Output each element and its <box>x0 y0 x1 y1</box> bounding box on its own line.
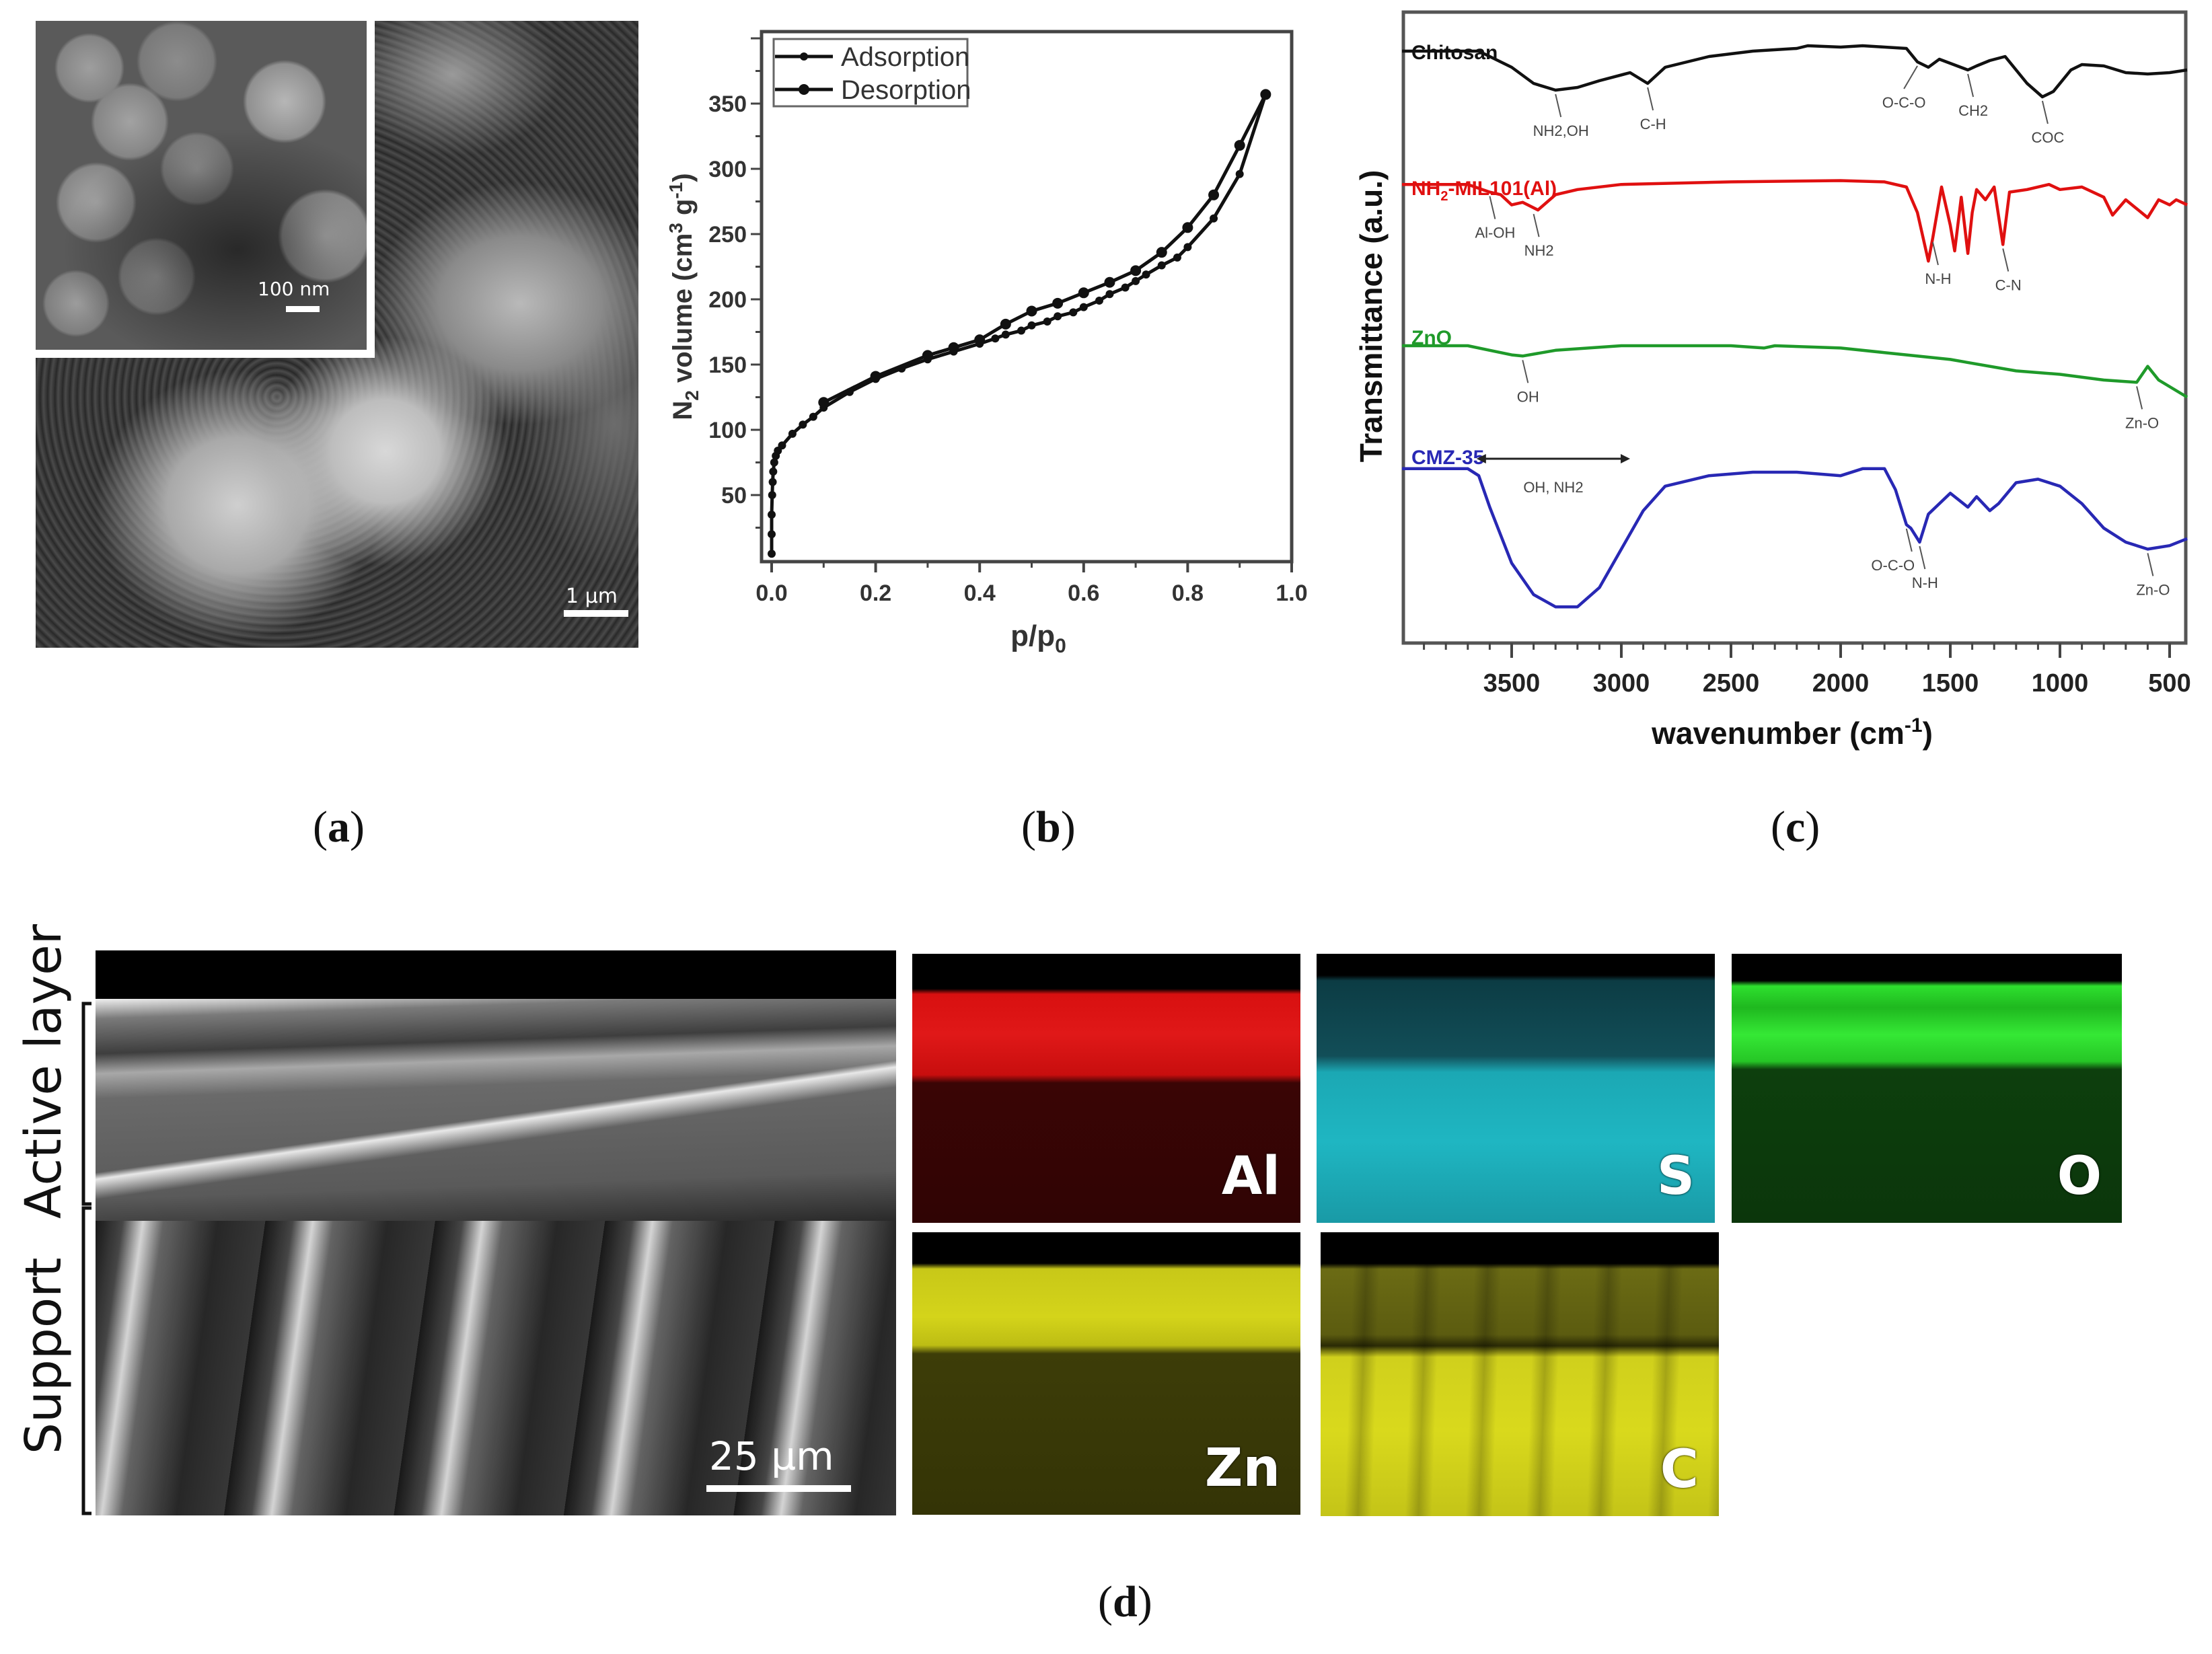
caption-c: (c) <box>1771 802 1820 852</box>
x-tick-label: 1.0 <box>1276 580 1307 606</box>
peak-annotation: Zn-O <box>2136 581 2170 598</box>
peak-annotation: CH2 <box>1958 102 1988 119</box>
edx-map-zn: Zn <box>912 1232 1300 1515</box>
peak-annotation: C-H <box>1640 116 1666 133</box>
y-tick-label: 50 <box>721 483 747 509</box>
main-scale-bar <box>564 610 628 617</box>
peak-annotation: O-C-O <box>1882 94 1926 111</box>
edx-map-s: S <box>1317 954 1715 1223</box>
series-label: NH2-MIL101(Al) <box>1411 178 1557 204</box>
peak-annotation: OH <box>1517 388 1539 405</box>
peak-annotation: N-H <box>1925 270 1951 287</box>
x-tick-label: 0.4 <box>964 580 996 606</box>
inset-scale-bar-label: 100 nm <box>258 278 330 300</box>
peak-annotation: Al-OH <box>1475 225 1515 241</box>
x-tick-label: 500 <box>2148 669 2190 698</box>
label-support: Support <box>15 1257 73 1454</box>
inset-scale-bar <box>286 306 320 312</box>
y-tick-label: 350 <box>708 91 747 117</box>
y-tick-label: 250 <box>708 222 747 248</box>
y-axis-label: Transmittance (a.u.) <box>1354 170 1389 463</box>
y-axis-label: N2 volume (cm3 g-1) <box>665 173 702 420</box>
x-tick-label: 2000 <box>1812 669 1870 698</box>
edx-map-al: Al <box>912 954 1300 1223</box>
edx-label-o: O <box>2057 1146 2102 1207</box>
peak-annotation: O-C-O <box>1871 557 1915 574</box>
y-tick-label: 300 <box>708 157 747 182</box>
legend-entry: Desorption <box>841 75 971 105</box>
x-tick-label: 3500 <box>1483 669 1541 698</box>
x-tick-label: 0.0 <box>755 580 787 606</box>
edx-map-c: C <box>1321 1232 1719 1516</box>
panel-a-inset-image: 100 nm <box>36 21 375 358</box>
x-tick-label: 0.6 <box>1068 580 1099 606</box>
edx-label-s: S <box>1656 1146 1695 1207</box>
peak-annotation: NH2 <box>1524 242 1554 259</box>
x-tick-label: 1000 <box>2032 669 2089 698</box>
peak-annotation: Zn-O <box>2125 414 2159 431</box>
spectrum-3 <box>1402 467 2188 609</box>
x-axis-label: p/p0 <box>1010 619 1066 657</box>
series-label: ZnO <box>1411 327 1452 349</box>
edx-label-c: C <box>1660 1439 1699 1500</box>
plot-frame <box>760 30 1294 564</box>
x-tick-label: 3000 <box>1593 669 1650 698</box>
caption-a: (a) <box>313 802 365 852</box>
edx-label-zn: Zn <box>1204 1438 1280 1499</box>
label-active-layer: Active layer <box>15 924 73 1219</box>
edx-map-o: O <box>1732 954 2122 1223</box>
panel-a-sem-image: 100 nm 1 µm <box>36 21 638 648</box>
support-region <box>96 1221 896 1515</box>
sem-scale-bar <box>706 1485 851 1492</box>
x-tick-label: 1500 <box>1922 669 1979 698</box>
series-desorption <box>823 93 1267 404</box>
y-tick-label: 150 <box>708 352 747 378</box>
spectrum-1 <box>1402 179 2188 263</box>
caption-b: (b) <box>1021 802 1076 852</box>
main-scale-bar-label: 1 µm <box>566 585 618 608</box>
x-tick-label: 0.8 <box>1172 580 1204 606</box>
y-tick-label: 100 <box>708 418 747 443</box>
legend-entry: Adsorption <box>841 42 969 72</box>
spectrum-0 <box>1402 44 2188 99</box>
peak-annotation: N-H <box>1912 574 1938 591</box>
edx-label-al: Al <box>1221 1146 1280 1207</box>
x-axis-label: wavenumber (cm-1) <box>1651 714 1933 751</box>
x-tick-label: 0.2 <box>860 580 891 606</box>
y-tick-label: 200 <box>708 287 747 313</box>
spectrum-2 <box>1402 344 2188 399</box>
panel-b-isotherm-chart: 0.0 0.2 0.4 0.6 0.8 1.0 50 100 150 200 250 300 350 p/… <box>665 30 1308 657</box>
series-label: Chitosan <box>1411 42 1498 64</box>
panel-c-ftir-chart: 3500 3000 2500 2000 1500 1000 500 wavenumber (c… <box>1354 10 2191 751</box>
active-layer-region <box>96 999 896 1221</box>
plot-frame <box>1401 10 2188 645</box>
caption-d: (d) <box>1098 1577 1152 1626</box>
layer-brackets <box>81 1002 91 1515</box>
x-tick-label: 2500 <box>1703 669 1760 698</box>
panel-d-cross-section-sem: 25 µm <box>96 950 896 1515</box>
peak-annotation: C-N <box>1995 277 2022 294</box>
peak-annotation: OH, NH2 <box>1523 479 1583 496</box>
peak-annotation: NH2,OH <box>1533 122 1589 139</box>
series-label: CMZ-35 <box>1411 447 1484 469</box>
sem-scale-bar-label: 25 µm <box>709 1433 834 1479</box>
peak-annotation: COC <box>2031 129 2064 146</box>
